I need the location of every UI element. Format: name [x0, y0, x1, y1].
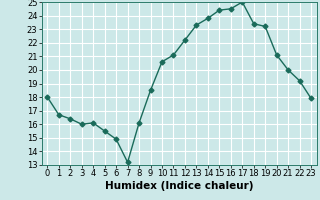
X-axis label: Humidex (Indice chaleur): Humidex (Indice chaleur) [105, 181, 253, 191]
